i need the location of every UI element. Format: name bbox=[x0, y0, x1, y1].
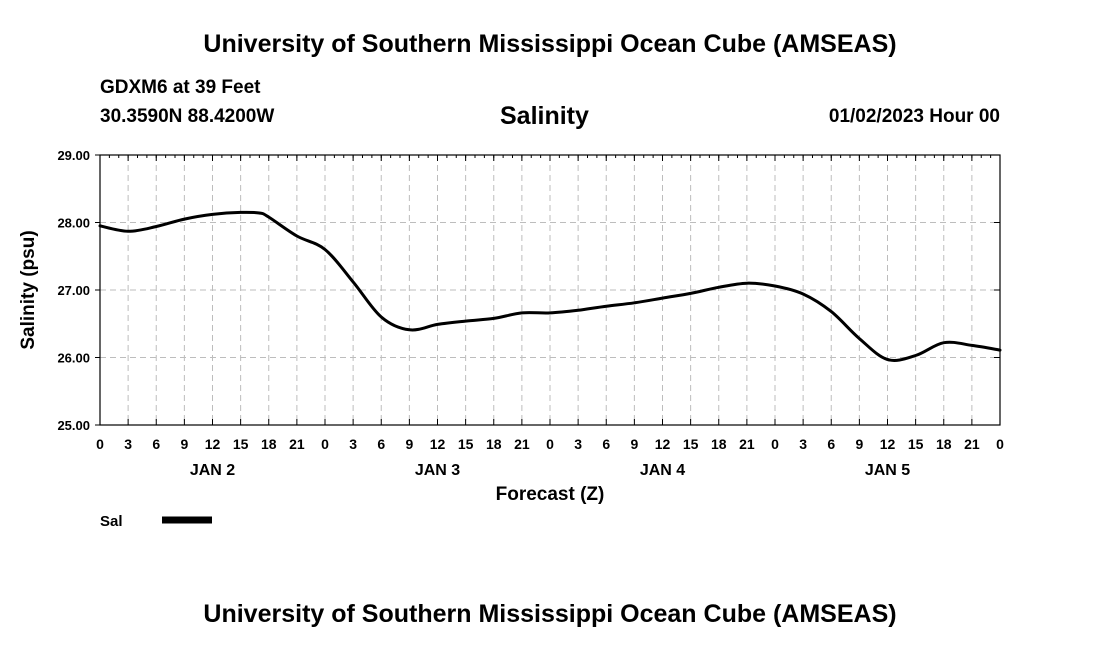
x-tick-label: 15 bbox=[233, 436, 249, 452]
y-tick-label: 28.00 bbox=[57, 216, 90, 231]
x-tick-label: 6 bbox=[377, 436, 385, 452]
x-tick-label: 18 bbox=[261, 436, 277, 452]
x-tick-label: 12 bbox=[655, 436, 671, 452]
x-tick-label: 21 bbox=[514, 436, 530, 452]
day-label: JAN 5 bbox=[865, 462, 910, 479]
x-tick-label: 0 bbox=[771, 436, 779, 452]
legend-label: Sal bbox=[100, 513, 123, 530]
x-tick-label: 15 bbox=[458, 436, 474, 452]
main-title: University of Southern Mississippi Ocean… bbox=[203, 30, 897, 58]
chart-title: Salinity bbox=[500, 102, 589, 130]
coordinates-label: 30.3590N 88.4200W bbox=[100, 106, 275, 127]
y-tick-label: 25.00 bbox=[57, 418, 90, 433]
day-label: JAN 4 bbox=[640, 462, 685, 479]
x-tick-labels: 0 3 6 9 12 15 18 21 0 3 6 9 12 15 18 21 0 3 6 9 12 15 18 21 0 3 6 9… bbox=[96, 436, 1004, 452]
x-tick-label: 21 bbox=[289, 436, 305, 452]
x-tick-label: 12 bbox=[430, 436, 446, 452]
x-tick-label: 0 bbox=[546, 436, 554, 452]
x-axis-title: Forecast (Z) bbox=[496, 484, 605, 505]
x-tick-label: 21 bbox=[964, 436, 980, 452]
day-label: JAN 2 bbox=[190, 462, 235, 479]
y-axis-title: Salinity (psu) bbox=[18, 230, 39, 349]
footer-title: University of Southern Mississippi Ocean… bbox=[203, 600, 897, 628]
x-tick-label: 9 bbox=[630, 436, 638, 452]
x-tick-label: 3 bbox=[799, 436, 807, 452]
x-tick-label: 12 bbox=[205, 436, 221, 452]
x-tick-label: 12 bbox=[880, 436, 896, 452]
x-tick-label: 6 bbox=[827, 436, 835, 452]
x-tick-label: 0 bbox=[96, 436, 104, 452]
x-tick-label: 6 bbox=[152, 436, 160, 452]
y-tick-label: 29.00 bbox=[57, 148, 90, 163]
grid-layer bbox=[100, 155, 1000, 425]
x-tick-label: 15 bbox=[908, 436, 924, 452]
x-tick-label: 9 bbox=[855, 436, 863, 452]
station-label: GDXM6 at 39 Feet bbox=[100, 77, 261, 98]
series-line-sal bbox=[98, 210, 1002, 362]
x-tick-label: 0 bbox=[321, 436, 329, 452]
x-tick-label: 18 bbox=[711, 436, 727, 452]
x-tick-label: 9 bbox=[405, 436, 413, 452]
y-tick-label: 26.00 bbox=[57, 351, 90, 366]
x-tick-label: 9 bbox=[180, 436, 188, 452]
x-tick-label: 21 bbox=[739, 436, 755, 452]
series-layer bbox=[98, 210, 1002, 362]
x-tick-label: 18 bbox=[936, 436, 952, 452]
x-tick-label: 15 bbox=[683, 436, 699, 452]
x-tick-label: 18 bbox=[486, 436, 502, 452]
day-label: JAN 3 bbox=[415, 462, 460, 479]
x-tick-label: 6 bbox=[602, 436, 610, 452]
datetime-label: 01/02/2023 Hour 00 bbox=[828, 106, 1000, 127]
y-tick-labels: 25.00 26.00 27.00 28.00 29.00 bbox=[57, 148, 90, 433]
plot-frame bbox=[99, 154, 1001, 426]
y-tick-label: 27.00 bbox=[57, 283, 90, 298]
x-tick-label: 3 bbox=[124, 436, 132, 452]
x-tick-label: 0 bbox=[996, 436, 1004, 452]
day-labels: JAN 2 JAN 3 JAN 4 JAN 5 bbox=[190, 462, 910, 479]
x-tick-label: 3 bbox=[349, 436, 357, 452]
x-tick-label: 3 bbox=[574, 436, 582, 452]
